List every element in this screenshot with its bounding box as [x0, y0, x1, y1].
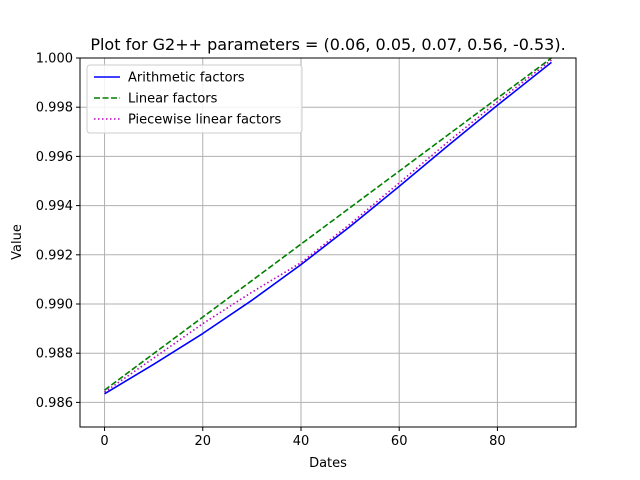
chart-title: Plot for G2++ parameters = (0.06, 0.05, … [90, 35, 565, 54]
y-tick-label: 0.994 [36, 199, 73, 214]
y-tick-label: 1.000 [36, 52, 73, 67]
axis-ticks: 0 20 40 60 80 0.986 0.988 0.990 0.992 0.994 0.996 0… [36, 52, 506, 450]
y-tick-label: 0.992 [36, 248, 73, 263]
legend-label-2: Linear factors [128, 92, 218, 107]
y-tick-label: 0.986 [36, 396, 73, 411]
series-line-2 [104, 57, 552, 391]
legend-label-3: Piecewise linear factors [128, 113, 281, 128]
x-axis-label: Dates [309, 456, 347, 471]
legend-box [86, 64, 303, 134]
x-tick-label: 20 [194, 434, 211, 449]
plot-area-frame [79, 57, 577, 428]
legend-label-1: Arithmetic factors [128, 71, 245, 86]
y-tick-label: 0.996 [36, 150, 73, 165]
y-axis-label: Value [10, 224, 25, 260]
x-tick-label: 60 [391, 434, 408, 449]
y-tick-label: 0.988 [36, 347, 73, 362]
x-tick-label: 40 [293, 434, 310, 449]
series-lines [104, 57, 552, 395]
legend: Arithmetic factors Linear factors Piecewis… [86, 64, 303, 134]
x-tick-label: 80 [489, 434, 506, 449]
x-tick-label: 0 [100, 434, 108, 449]
series-line-1 [104, 61, 552, 395]
y-tick-label: 0.990 [36, 298, 73, 313]
y-tick-label: 0.998 [36, 101, 73, 116]
